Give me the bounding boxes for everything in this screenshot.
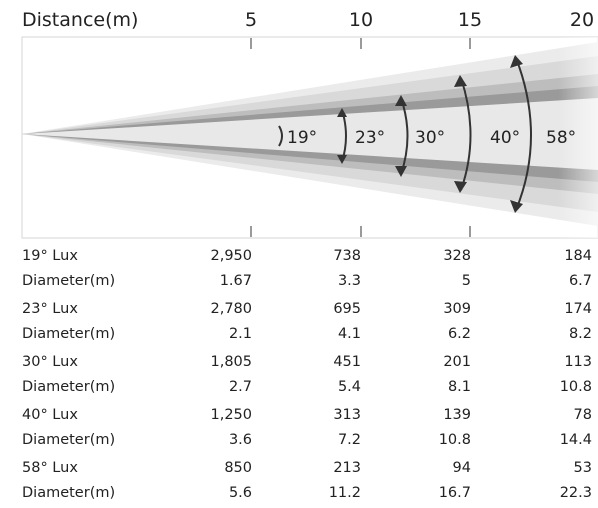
cell-5m: 2.1 [228,326,252,342]
row-label: 30° Lux [22,354,78,370]
cell-20m: 6.7 [568,273,592,289]
cell-20m: 14.4 [559,432,592,448]
cell-10m: 313 [333,407,361,423]
angle-label-19: 19° [287,128,317,148]
angle-label-40: 40° [490,128,520,148]
row-label: 58° Lux [22,460,78,476]
table-row-30-diameter: Diameter(m) 2.7 5.4 8.1 10.8 [0,375,598,403]
cell-5m: 2.7 [228,379,252,395]
cell-15m: 94 [452,460,471,476]
cell-5m: 1.67 [219,273,252,289]
cell-5m: 5.6 [228,485,252,501]
cell-5m: 1,250 [210,407,252,423]
cell-15m: 309 [443,301,471,317]
cell-20m: 78 [573,407,592,423]
arrow-head-30-top [395,95,407,106]
cell-10m: 11.2 [328,485,361,501]
table-row-30-lux: 30° Lux 1,805 451 201 113 [0,350,598,375]
row-label: Diameter(m) [22,273,116,289]
distance-axis-label: Distance(m) [22,9,139,31]
angle-label-30: 30° [415,128,445,148]
cell-20m: 53 [573,460,592,476]
table-row-58-diameter: Diameter(m) 5.6 11.2 16.7 22.3 [0,481,598,506]
table-row-58-lux: 58° Lux 850 213 94 53 [0,456,598,481]
arrow-head-40-top [454,75,467,87]
table-row-23-diameter: Diameter(m) 2.1 4.1 6.2 8.2 [0,322,598,350]
angle-label-58: 58° [546,128,576,148]
cell-20m: 22.3 [559,485,592,501]
row-label: Diameter(m) [22,326,116,342]
angle-arc-19 [278,125,283,147]
cell-20m: 113 [564,354,592,370]
beam-fade [400,37,598,238]
cell-5m: 1,805 [210,354,252,370]
angle-arc-58 [515,57,532,211]
table-row-19-lux: 19° Lux 2,950 738 328 184 [0,244,598,269]
beam-angle-diagram: 19° 23° 30° 40° 58° [21,36,598,239]
tick-label-5: 5 [244,9,258,31]
arrow-head-23-top [337,108,347,117]
arrow-head-58-top [510,55,523,68]
photometric-table: 19° Lux 2,950 738 328 184 Diameter(m) 1.… [0,244,598,506]
tick-label-10: 10 [348,9,374,31]
arrow-head-58-bottom [510,200,523,213]
row-label: 19° Lux [22,248,78,264]
angle-arc-40 [460,77,472,191]
cell-10m: 695 [333,301,361,317]
cell-15m: 10.8 [438,432,471,448]
row-label: Diameter(m) [22,485,116,501]
cell-10m: 4.1 [337,326,361,342]
cell-15m: 139 [443,407,471,423]
cell-20m: 184 [564,248,592,264]
cell-15m: 328 [443,248,471,264]
table-row-23-lux: 23° Lux 2,780 695 309 174 [0,297,598,322]
cell-15m: 201 [443,354,471,370]
row-label: Diameter(m) [22,432,116,448]
arrow-head-40-bottom [454,181,467,193]
cell-20m: 10.8 [559,379,592,395]
row-label: 40° Lux [22,407,78,423]
cell-15m: 8.1 [447,379,471,395]
table-row-19-diameter: Diameter(m) 1.67 3.3 5 6.7 [0,269,598,297]
cell-5m: 2,780 [210,301,252,317]
cell-20m: 8.2 [568,326,592,342]
table-row-40-lux: 40° Lux 1,250 313 139 78 [0,403,598,428]
cell-5m: 3.6 [228,432,252,448]
cell-5m: 850 [224,460,252,476]
row-label: 23° Lux [22,301,78,317]
tick-label-15: 15 [457,9,483,31]
table-row-40-diameter: Diameter(m) 3.6 7.2 10.8 14.4 [0,428,598,456]
cell-20m: 174 [564,301,592,317]
cell-5m: 2,950 [210,248,252,264]
cell-10m: 738 [333,248,361,264]
cell-10m: 213 [333,460,361,476]
cell-10m: 3.3 [337,273,361,289]
row-label: Diameter(m) [22,379,116,395]
cell-15m: 6.2 [447,326,471,342]
arrow-head-23-bottom [337,155,347,164]
arrow-head-30-bottom [395,166,407,177]
cell-15m: 5 [461,273,471,289]
cell-15m: 16.7 [438,485,471,501]
tick-label-20: 20 [569,9,595,31]
cell-10m: 5.4 [337,379,361,395]
cell-10m: 7.2 [337,432,361,448]
cell-10m: 451 [333,354,361,370]
angle-label-23: 23° [355,128,385,148]
